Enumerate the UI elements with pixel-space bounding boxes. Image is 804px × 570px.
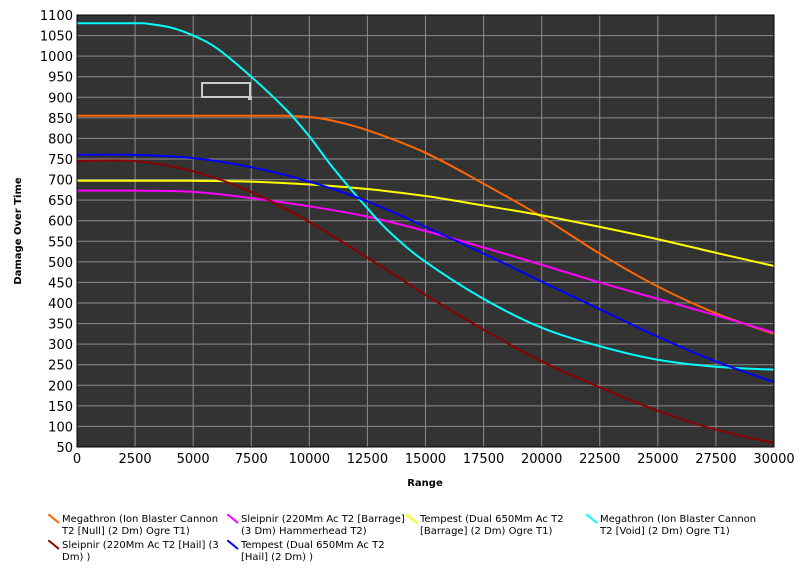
series-line-2: [77, 179, 775, 267]
zoom-selection-box: [201, 82, 252, 100]
series-line-4: [76, 159, 775, 444]
y-tick-label: 1000: [40, 50, 73, 65]
y-tick-label: 400: [48, 297, 73, 312]
series-line-1: [76, 189, 775, 334]
x-tick-label: 0: [73, 452, 81, 467]
y-tick-label: 550: [48, 235, 73, 250]
x-axis-title: Range: [407, 478, 443, 489]
y-tick-label: 200: [48, 379, 73, 394]
x-tick-label: 25000: [637, 452, 678, 467]
y-axis-title: Damage Over Time: [13, 177, 24, 285]
x-tick-label: 22500: [579, 452, 620, 467]
y-tick-label: 900: [48, 91, 73, 106]
series-lines: [76, 22, 775, 444]
y-ticks: 50 100 150 200 250 300 350 400 450 500 550 600 650 70…: [40, 9, 73, 456]
x-tick-label: 15000: [405, 452, 446, 467]
y-tick-label: 1050: [40, 30, 73, 45]
x-tick-label: 12500: [347, 452, 388, 467]
series-line-0: [76, 114, 775, 335]
y-tick-label: 650: [48, 194, 73, 209]
y-tick-label: 700: [48, 174, 73, 189]
series-line-5: [76, 153, 775, 383]
x-tick-label: 27500: [695, 452, 736, 467]
y-tick-label: 350: [48, 318, 73, 333]
y-tick-label: 450: [48, 276, 73, 291]
y-tick-label: 500: [48, 256, 73, 271]
x-tick-label: 5000: [177, 452, 210, 467]
x-tick-label: 17500: [463, 452, 504, 467]
y-tick-label: 1100: [40, 9, 73, 24]
y-tick-label: 800: [48, 132, 73, 147]
x-tick-label: 20000: [521, 452, 562, 467]
x-tick-label: 30000: [753, 452, 794, 467]
x-tick-label: 7500: [235, 452, 268, 467]
y-tick-label: 850: [48, 112, 73, 127]
y-tick-label: 150: [48, 400, 73, 415]
y-tick-label: 250: [48, 359, 73, 374]
series-line-3: [76, 22, 775, 371]
x-tick-label: 2500: [119, 452, 152, 467]
y-tick-label: 50: [56, 441, 73, 456]
y-tick-label: 600: [48, 215, 73, 230]
x-tick-label: 10000: [289, 452, 330, 467]
y-tick-label: 750: [48, 153, 73, 168]
y-tick-label: 950: [48, 71, 73, 86]
y-tick-label: 100: [48, 420, 73, 435]
plot-border: [76, 14, 775, 448]
y-tick-label: 300: [48, 338, 73, 353]
x-ticks: 0 2500 5000 7500 10000 12500 15000 17500 20000 22…: [73, 452, 795, 467]
